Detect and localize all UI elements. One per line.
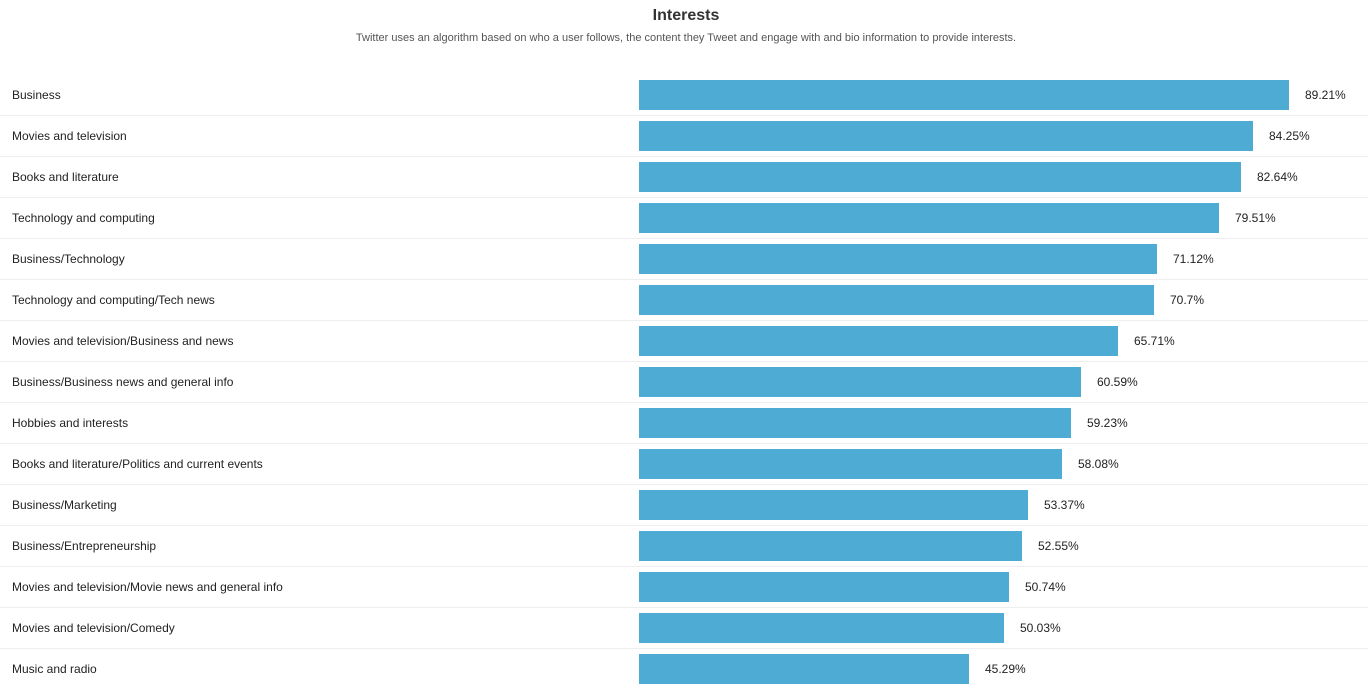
category-label: Movies and television/Business and news bbox=[12, 334, 234, 348]
row-divider bbox=[0, 443, 1368, 444]
row-divider bbox=[0, 361, 1368, 362]
value-label: 60.59% bbox=[1097, 375, 1138, 389]
value-label: 50.74% bbox=[1025, 580, 1066, 594]
chart-subtitle: Twitter uses an algorithm based on who a… bbox=[355, 32, 1017, 44]
bar bbox=[639, 613, 1004, 643]
value-label: 50.03% bbox=[1020, 621, 1061, 635]
category-label: Movies and television bbox=[12, 129, 127, 143]
value-label: 58.08% bbox=[1078, 457, 1119, 471]
bar bbox=[639, 408, 1071, 438]
bar bbox=[639, 490, 1028, 520]
bar bbox=[639, 654, 969, 684]
bar bbox=[639, 326, 1118, 356]
bar-row: Books and literature/Politics and curren… bbox=[0, 444, 1368, 485]
bar bbox=[639, 531, 1022, 561]
row-divider bbox=[0, 320, 1368, 321]
bar bbox=[639, 367, 1081, 397]
bar-row: Technology and computing 79.51% bbox=[0, 198, 1368, 239]
value-label: 65.71% bbox=[1134, 334, 1175, 348]
row-divider bbox=[0, 238, 1368, 239]
bar bbox=[639, 285, 1154, 315]
value-label: 53.37% bbox=[1044, 498, 1085, 512]
value-label: 59.23% bbox=[1087, 416, 1128, 430]
category-label: Business/Business news and general info bbox=[12, 375, 234, 389]
bar bbox=[639, 80, 1289, 110]
bar-row: Movies and television/Business and news 6… bbox=[0, 321, 1368, 362]
category-label: Business/Technology bbox=[12, 252, 125, 266]
row-divider bbox=[0, 197, 1368, 198]
value-label: 89.21% bbox=[1305, 88, 1346, 102]
row-divider bbox=[0, 402, 1368, 403]
chart-title: Interests bbox=[652, 7, 720, 24]
category-label: Books and literature bbox=[12, 170, 119, 184]
row-divider bbox=[0, 607, 1368, 608]
bar-row: Technology and computing/Tech news 70.7% bbox=[0, 280, 1368, 321]
row-divider bbox=[0, 484, 1368, 485]
bar bbox=[639, 121, 1253, 151]
value-label: 45.29% bbox=[985, 662, 1026, 676]
row-divider bbox=[0, 279, 1368, 280]
category-label: Business/Entrepreneurship bbox=[12, 539, 157, 553]
category-label: Movies and television/Movie news and gen… bbox=[12, 580, 283, 594]
value-label: 84.25% bbox=[1269, 129, 1310, 143]
value-label: 70.7% bbox=[1170, 293, 1205, 307]
value-label: 71.12% bbox=[1173, 252, 1214, 266]
value-label: 79.51% bbox=[1235, 211, 1276, 225]
bar-row: Books and literature 82.64% bbox=[0, 157, 1368, 198]
bar-row: Business/Entrepreneurship 52.55% bbox=[0, 526, 1368, 567]
bar bbox=[639, 203, 1219, 233]
category-label: Business bbox=[12, 88, 61, 102]
category-label: Books and literature/Politics and curren… bbox=[12, 457, 263, 471]
row-divider bbox=[0, 566, 1368, 567]
bar bbox=[639, 244, 1157, 274]
category-label: Business/Marketing bbox=[12, 498, 117, 512]
bar-row: Music and radio 45.29% bbox=[0, 649, 1368, 690]
bar-row: Movies and television 84.25% bbox=[0, 116, 1368, 157]
bar-row: Business/Technology 71.12% bbox=[0, 239, 1368, 280]
bar-row: Business 89.21% bbox=[0, 75, 1368, 116]
category-label: Technology and computing/Tech news bbox=[12, 293, 215, 307]
bar bbox=[639, 162, 1241, 192]
row-divider bbox=[0, 115, 1368, 116]
category-label: Music and radio bbox=[12, 662, 97, 676]
bar-row: Movies and television/Comedy 50.03% bbox=[0, 608, 1368, 649]
category-label: Movies and television/Comedy bbox=[12, 621, 175, 635]
category-label: Technology and computing bbox=[12, 211, 155, 225]
value-label: 82.64% bbox=[1257, 170, 1298, 184]
row-divider bbox=[0, 525, 1368, 526]
bar bbox=[639, 572, 1009, 602]
bar-row: Business/Marketing 53.37% bbox=[0, 485, 1368, 526]
row-divider bbox=[0, 156, 1368, 157]
bar-row: Business/Business news and general info 6… bbox=[0, 362, 1368, 403]
bar bbox=[639, 449, 1062, 479]
category-label: Hobbies and interests bbox=[12, 416, 129, 430]
value-label: 52.55% bbox=[1038, 539, 1079, 553]
bar-row: Hobbies and interests 59.23% bbox=[0, 403, 1368, 444]
bar-row: Movies and television/Movie news and gen… bbox=[0, 567, 1368, 608]
row-divider bbox=[0, 648, 1368, 649]
